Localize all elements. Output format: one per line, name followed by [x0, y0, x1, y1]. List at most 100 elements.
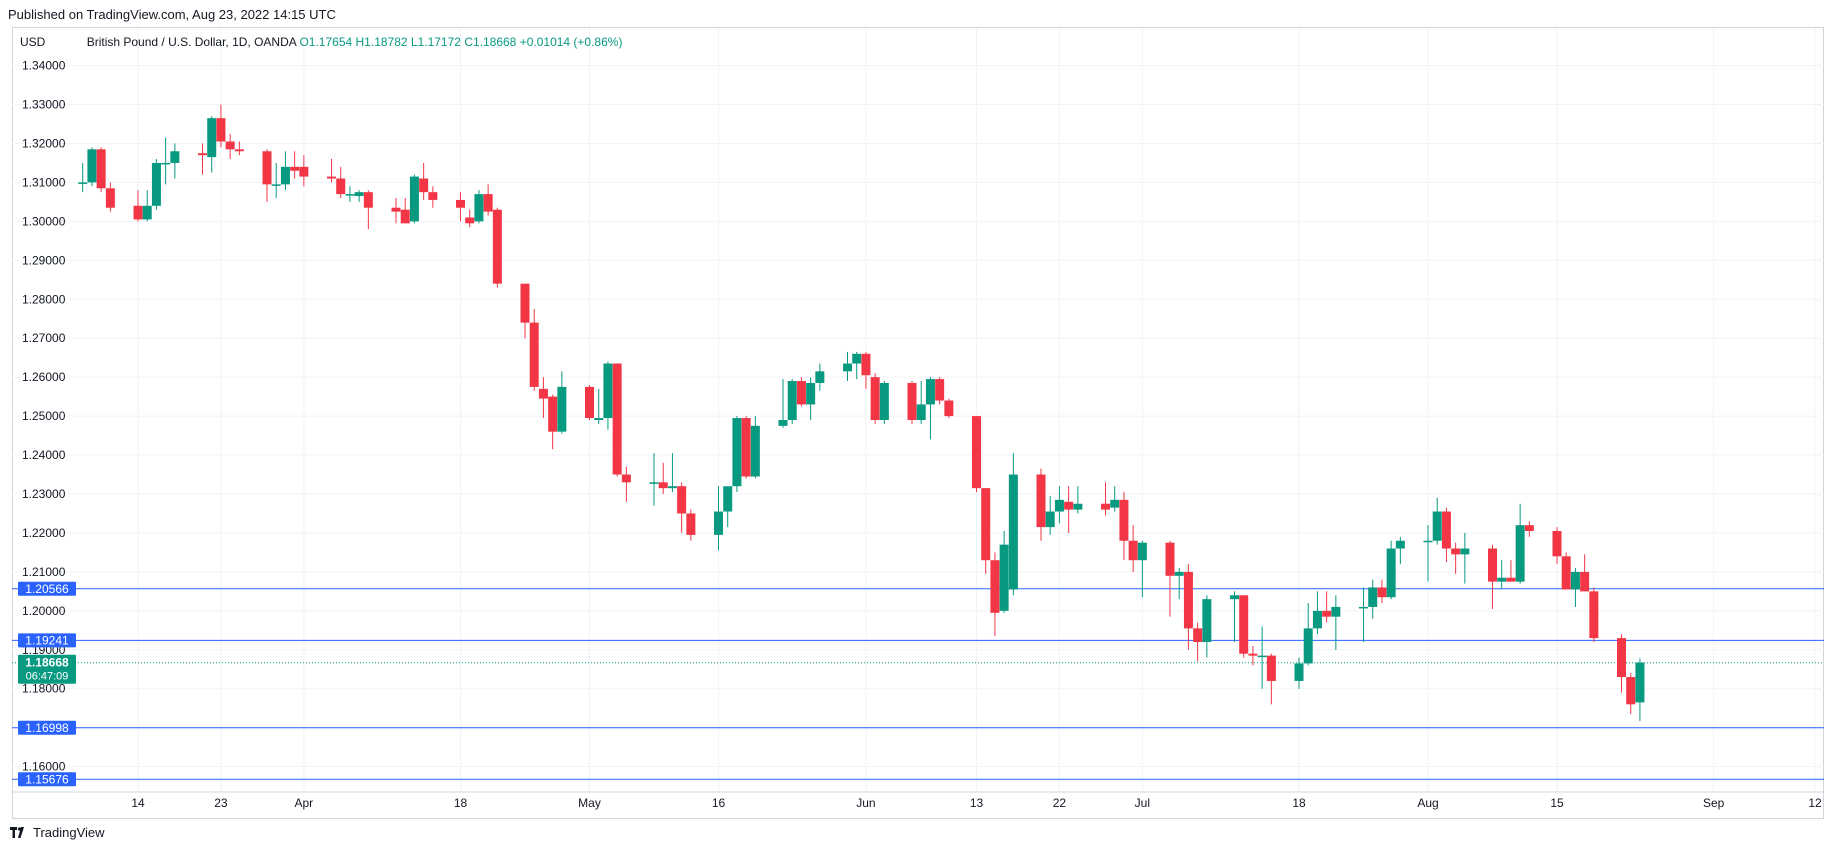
- candle[interactable]: [207, 116, 217, 173]
- candle[interactable]: [723, 486, 733, 528]
- candle[interactable]: [354, 190, 364, 202]
- candle[interactable]: [1165, 540, 1175, 617]
- candle[interactable]: [1589, 587, 1599, 642]
- candle[interactable]: [1294, 657, 1304, 689]
- candle[interactable]: [391, 198, 401, 224]
- candle[interactable]: [345, 186, 355, 202]
- candle[interactable]: [1432, 497, 1442, 545]
- candle[interactable]: [280, 151, 290, 191]
- candle[interactable]: [621, 466, 631, 502]
- candle[interactable]: [944, 398, 954, 419]
- candle[interactable]: [1193, 622, 1203, 662]
- candle[interactable]: [1580, 554, 1590, 592]
- candle[interactable]: [142, 190, 152, 222]
- candle[interactable]: [1441, 507, 1451, 563]
- candle[interactable]: [677, 482, 687, 533]
- candle[interactable]: [96, 147, 106, 193]
- candle[interactable]: [750, 416, 760, 479]
- candle[interactable]: [925, 377, 935, 440]
- candle[interactable]: [1488, 544, 1497, 609]
- candle[interactable]: [1626, 673, 1636, 715]
- candle[interactable]: [667, 453, 677, 493]
- candle[interactable]: [1183, 564, 1193, 650]
- candle[interactable]: [1377, 579, 1387, 604]
- candle[interactable]: [870, 373, 880, 424]
- candle[interactable]: [170, 143, 180, 179]
- candle[interactable]: [336, 166, 346, 198]
- candle[interactable]: [1230, 591, 1239, 642]
- candle[interactable]: [1008, 453, 1018, 596]
- candle[interactable]: [216, 104, 226, 148]
- candle[interactable]: [732, 416, 742, 493]
- candle[interactable]: [299, 155, 309, 187]
- candle[interactable]: [1064, 486, 1074, 533]
- candle[interactable]: [1036, 468, 1046, 541]
- candle[interactable]: [198, 143, 207, 175]
- candle[interactable]: [815, 363, 825, 391]
- candle[interactable]: [271, 162, 281, 198]
- candle[interactable]: [1137, 540, 1147, 598]
- candle[interactable]: [1386, 540, 1396, 600]
- candle[interactable]: [1497, 560, 1507, 590]
- candle[interactable]: [879, 381, 889, 424]
- candle[interactable]: [520, 283, 530, 339]
- candle[interactable]: [907, 381, 917, 424]
- candle[interactable]: [1515, 503, 1525, 584]
- candle[interactable]: [806, 377, 816, 420]
- symbol-title[interactable]: British Pound / U.S. Dollar, 1D, OANDA: [86, 35, 297, 49]
- candle[interactable]: [87, 147, 97, 187]
- candle[interactable]: [1423, 525, 1433, 582]
- candle[interactable]: [741, 416, 751, 479]
- candle[interactable]: [548, 394, 558, 450]
- candle[interactable]: [538, 377, 548, 419]
- candle[interactable]: [262, 149, 272, 202]
- candle[interactable]: [1128, 525, 1138, 572]
- candle[interactable]: [474, 190, 484, 224]
- candle[interactable]: [1312, 591, 1322, 635]
- candle[interactable]: [1552, 527, 1562, 565]
- candle[interactable]: [483, 184, 493, 216]
- candle[interactable]: [585, 384, 594, 420]
- candle[interactable]: [1248, 645, 1258, 666]
- candle[interactable]: [133, 190, 143, 222]
- candle[interactable]: [778, 379, 788, 428]
- candle[interactable]: [1110, 486, 1120, 512]
- candle[interactable]: [686, 509, 696, 541]
- candle[interactable]: [990, 552, 1000, 637]
- candle[interactable]: [603, 361, 613, 430]
- candle[interactable]: [151, 159, 161, 210]
- candle[interactable]: [1524, 521, 1534, 537]
- candle[interactable]: [787, 379, 797, 424]
- candle[interactable]: [465, 209, 475, 228]
- candle[interactable]: [861, 351, 871, 389]
- candle[interactable]: [290, 151, 300, 179]
- candle[interactable]: [1322, 591, 1332, 623]
- candle[interactable]: [916, 381, 926, 424]
- candle[interactable]: [428, 186, 438, 208]
- candle[interactable]: [225, 133, 235, 160]
- candle[interactable]: [557, 371, 567, 434]
- candle[interactable]: [1635, 658, 1645, 722]
- candle[interactable]: [1331, 595, 1341, 650]
- candle[interactable]: [1054, 486, 1064, 524]
- candle[interactable]: [1202, 595, 1212, 658]
- candle[interactable]: [1073, 486, 1083, 514]
- candle[interactable]: [234, 141, 244, 156]
- candle[interactable]: [1368, 579, 1378, 619]
- candle[interactable]: [363, 190, 373, 230]
- candle[interactable]: [1303, 603, 1313, 666]
- candle[interactable]: [1239, 595, 1249, 658]
- candle[interactable]: [1617, 634, 1626, 693]
- candle[interactable]: [1460, 532, 1470, 584]
- candle[interactable]: [972, 416, 981, 493]
- candle[interactable]: [796, 377, 806, 407]
- candle[interactable]: [409, 174, 419, 224]
- candle[interactable]: [78, 162, 88, 193]
- candle[interactable]: [1257, 626, 1267, 689]
- candle[interactable]: [714, 486, 723, 551]
- candle[interactable]: [1101, 482, 1110, 516]
- candle[interactable]: [852, 351, 862, 380]
- candle[interactable]: [981, 488, 991, 574]
- candle[interactable]: [419, 162, 429, 200]
